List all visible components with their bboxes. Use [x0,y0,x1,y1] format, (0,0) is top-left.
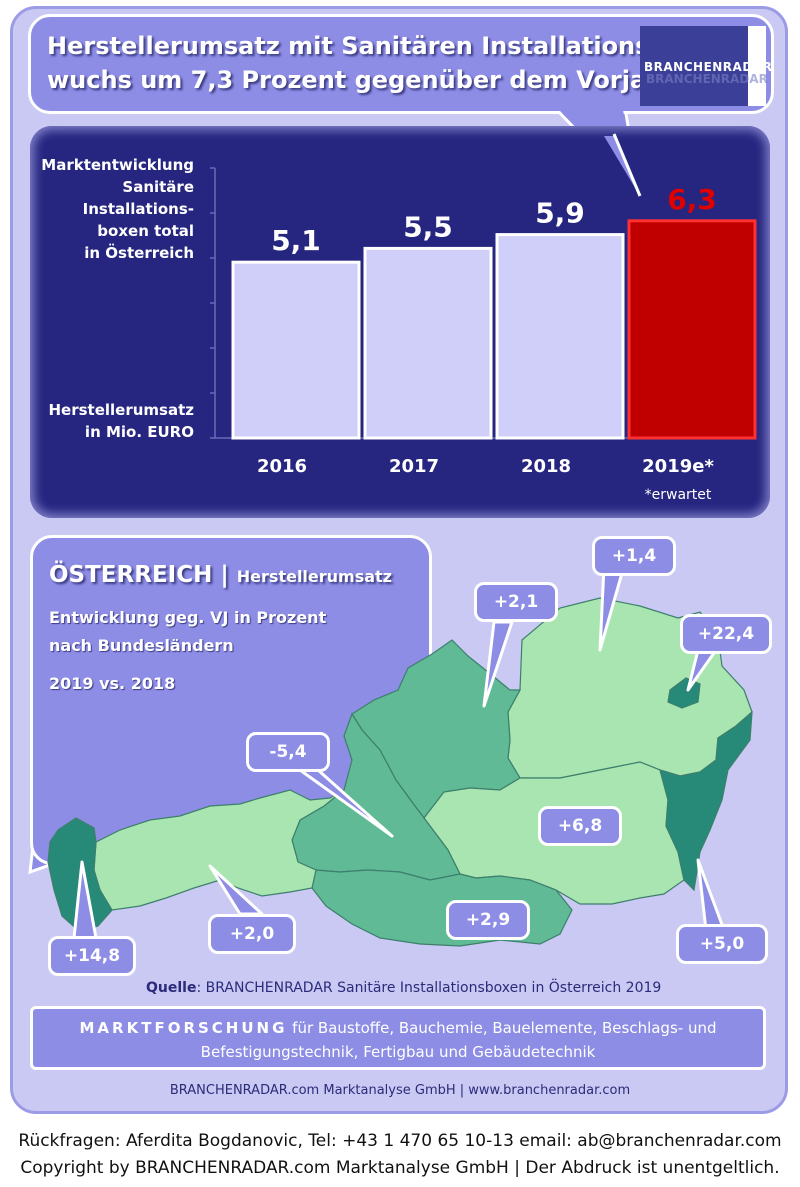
copyright-line: Copyright by BRANCHENRADAR.com Marktanal… [20,1158,780,1178]
mf-line-2: Befestigungstechnik, Fertigbau und Gebäu… [200,1043,596,1061]
callout-salzburg: -5,4 [246,732,330,772]
bar-2016 [231,260,361,440]
map-heading-sub: Herstellerumsatz [236,567,392,586]
ylabel-line: boxen total [97,222,194,240]
bar-2017 [363,246,493,440]
x-tick-label: 2016 [256,456,308,477]
y-axis-label-top: Marktentwicklung Sanitäre Installations-… [36,154,194,264]
map-heading-country: ÖSTERREICH [49,562,213,588]
region-burgenland [659,710,753,892]
ylabel-line: Marktentwicklung [41,156,194,174]
logo-text: BRANCHENRADAR [644,60,773,74]
mf-text-1: für Baustoffe, Bauchemie, Bauelemente, B… [287,1019,717,1037]
map-subtitle-3: 2019 vs. 2018 [49,674,176,693]
chart-footnote: *erwartet [644,487,712,503]
map-heading-separator: | [220,562,229,588]
bar-value-label: 5,9 [535,197,585,230]
logo-reflection: BRANCHENRADAR [646,72,768,86]
callout-vorarlberg: +14,8 [48,936,136,976]
callout-tirol: +2,0 [208,914,296,954]
austria-map [47,564,753,947]
source-note: Quelle: BRANCHENRADAR Sanitäre Installat… [146,980,661,996]
logo-block: BRANCHENRADAR BRANCHENRADAR [640,26,772,106]
page-title: Herstellerumsatz mit Sanitären Installat… [47,29,732,97]
x-tick-label: 2018 [520,456,572,477]
title-line-2: wuchs um 7,3 Prozent gegenüber dem Vorja… [47,66,676,94]
callout-steiermark: +6,8 [538,806,622,846]
contact-line: Rückfragen: Aferdita Bogdanovic, Tel: +4… [18,1131,782,1151]
map-subtitle-1: Entwicklung geg. VJ in Prozent [49,608,327,627]
y-axis-label-bottom: Herstellerumsatz in Mio. EURO [36,399,194,443]
x-tick-label: 2019e* [642,456,714,477]
bar-value-label: 5,5 [403,210,453,243]
callout-kaernten: +2,9 [446,900,530,940]
ylabel-line: Installations- [82,200,194,218]
callout-burgenland: +5,0 [676,924,768,964]
company-line: BRANCHENRADAR.com Marktanalyse GmbH | ww… [169,1083,631,1098]
bar-value-label: 5,1 [271,224,321,257]
bar-chart: 5,1 5,5 5,9 6,3 [210,167,757,440]
ylabel-line: Sanitäre [122,178,194,196]
mf-line-1: MARKTFORSCHUNG für Baustoffe, Bauchemie,… [33,1016,763,1040]
bar-2018 [495,233,625,440]
region-kaernten [311,869,573,947]
mf-label: MARKTFORSCHUNG [79,1019,288,1037]
callout-niederoesterreich: +1,4 [592,536,676,576]
ylabel-line: in Österreich [84,244,194,262]
ylabel-line: in Mio. EURO [84,423,194,441]
x-tick-label: 2017 [388,456,440,477]
source-label: Quelle [146,980,197,996]
source-text: : BRANCHENRADAR Sanitäre Installationsbo… [196,980,662,996]
map-subtitle-2: nach Bundesländern [49,636,234,655]
callout-wien: +22,4 [680,614,772,654]
bar-2019e [627,219,757,440]
ylabel-line: Herstellerumsatz [48,401,194,419]
marktforschung-box: MARKTFORSCHUNG für Baustoffe, Bauchemie,… [30,1006,766,1070]
brand-logo: BRANCHENRADAR BRANCHENRADAR [640,26,772,106]
region-tirol [93,789,345,911]
title-line-1: Herstellerumsatz mit Sanitären Installat… [47,32,732,60]
callout-oberoesterreich: +2,1 [474,582,558,622]
bar-value-label: 6,3 [667,183,717,216]
map-heading: ÖSTERREICH | Herstellerumsatz [49,562,392,588]
pointer-oberoesterreich [482,620,514,708]
title-tail-over-panel [604,133,642,197]
pointer-burgenland [696,858,726,932]
